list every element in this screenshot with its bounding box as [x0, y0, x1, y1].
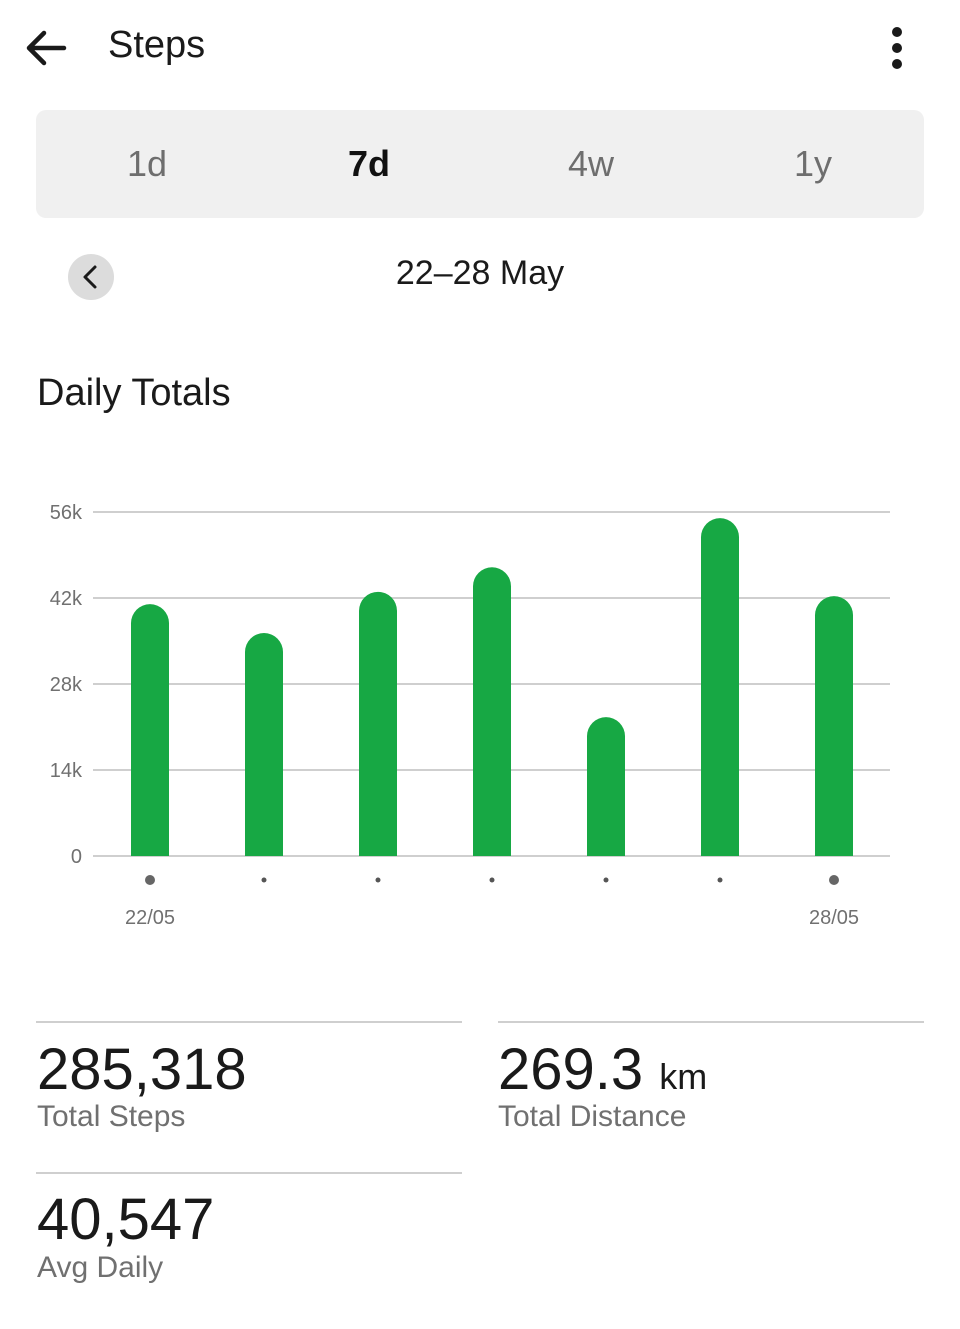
x-tick-label: 22/05: [125, 907, 175, 929]
x-tick-dot: [603, 877, 609, 883]
more-vert-icon: [892, 27, 902, 69]
x-tick-dot: [717, 877, 723, 883]
page-title: Steps: [108, 24, 206, 66]
app-bar: Steps: [0, 0, 960, 96]
y-tick-label: 0: [71, 846, 82, 868]
total-steps-label: Total Steps: [37, 1100, 186, 1133]
divider: [498, 1021, 924, 1023]
previous-period-button[interactable]: [68, 254, 114, 300]
total-distance-label: Total Distance: [498, 1100, 687, 1133]
section-title: Daily Totals: [37, 372, 231, 414]
x-tick-dot: [489, 877, 495, 883]
back-button[interactable]: [20, 22, 72, 74]
distance-unit: km: [659, 1056, 708, 1097]
bar: [587, 717, 625, 856]
bar: [815, 596, 853, 856]
daily-steps-chart: 0 14k 28k 42k 56k 22/05 28/05: [50, 502, 890, 929]
x-tick-label: 28/05: [809, 907, 859, 929]
date-range-label: 22–28 May: [395, 254, 565, 292]
bar: [245, 633, 283, 856]
total-steps-value: 285,318: [37, 1037, 247, 1102]
divider: [36, 1172, 462, 1174]
x-tick-dot: [145, 875, 155, 885]
tab-1d[interactable]: 1d: [126, 143, 168, 184]
total-distance-number: 269.3: [498, 1037, 644, 1102]
tab-4w[interactable]: 4w: [567, 143, 615, 184]
x-tick-dot: [375, 877, 381, 883]
period-selector: 1d 7d 4w 1y: [36, 110, 924, 218]
y-tick-label: 42k: [50, 588, 83, 610]
x-tick-dot: [261, 877, 267, 883]
total-distance-value: 269.3 km: [498, 1036, 707, 1103]
tab-1y[interactable]: 1y: [793, 143, 833, 184]
y-tick-label: 56k: [50, 502, 83, 524]
bar: [473, 567, 511, 856]
avg-daily-value: 40,547: [37, 1187, 215, 1252]
bar: [701, 518, 739, 856]
y-tick-label: 28k: [50, 674, 83, 696]
bar: [131, 604, 169, 856]
x-tick-dot: [829, 875, 839, 885]
avg-daily-label: Avg Daily: [37, 1251, 164, 1284]
arrow-left-icon: [26, 30, 67, 66]
more-options-button[interactable]: [872, 22, 922, 74]
tab-7d[interactable]: 7d: [347, 143, 390, 184]
divider: [36, 1021, 462, 1023]
bar: [359, 591, 397, 856]
y-tick-label: 14k: [50, 760, 83, 782]
chevron-left-icon: [83, 265, 97, 289]
